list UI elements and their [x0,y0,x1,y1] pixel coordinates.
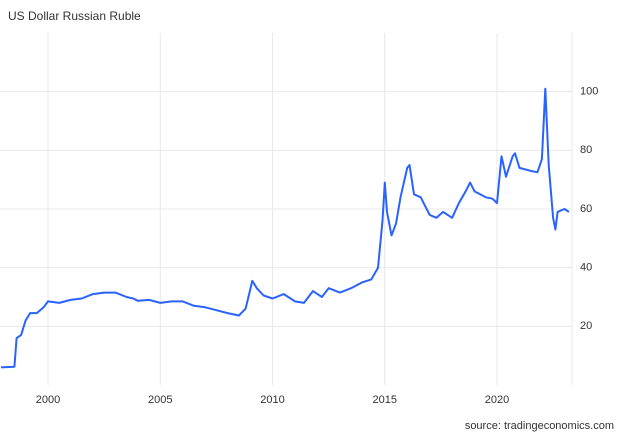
x-tick-label: 2000 [36,394,60,406]
chart-title: US Dollar Russian Ruble [8,9,141,23]
y-tick-label: 20 [580,320,592,332]
x-tick-label: 2010 [260,394,284,406]
source: source: tradingeconomics.com [465,420,614,432]
y-tick-label: 60 [580,203,592,215]
x-tick-label: 2015 [373,394,397,406]
y-tick-label: 40 [580,262,592,274]
y-tick-label: 80 [580,144,592,156]
line [0,87,570,369]
y-tick-label: 100 [580,86,598,98]
x-tick-label: 2005 [148,394,172,406]
x-tick-label: 2020 [485,394,509,406]
